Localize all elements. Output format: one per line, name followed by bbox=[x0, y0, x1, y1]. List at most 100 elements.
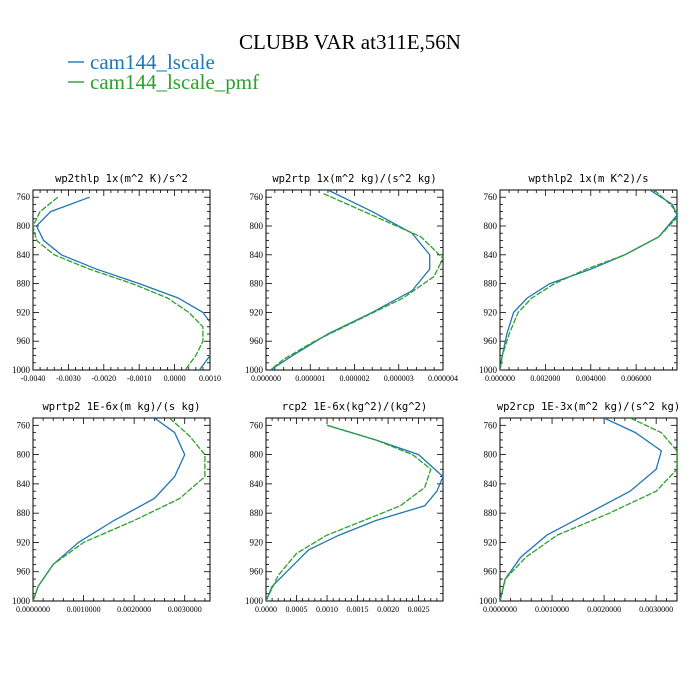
panel-6: wp2rcp 1E-3x(m^2 kg)/(s^2 kg) 760 800 840 88… bbox=[479, 401, 680, 614]
x-tick-label: 0.0000000 bbox=[16, 605, 50, 614]
y-tick-label: 920 bbox=[484, 307, 498, 317]
y-tick-label: 800 bbox=[484, 450, 498, 460]
x-tick-label: 0.000001 bbox=[295, 374, 325, 383]
panel-title: wp2rtp 1x(m^2 kg)/(s^2 kg) bbox=[272, 173, 436, 185]
series-line-lscale-pmf bbox=[500, 190, 677, 370]
series-line-lscale-pmf bbox=[500, 418, 677, 601]
panel-5: rcp2 1E-6x(kg^2)/(kg^2) 760 800 840 880 920 96… bbox=[245, 401, 444, 614]
y-tick-label: 920 bbox=[17, 537, 31, 547]
x-tick-label: 0.0010000 bbox=[535, 605, 569, 614]
x-tick-label: -0.0010 bbox=[127, 374, 152, 383]
panel-title: wpthlp2 1x(m K^2)/s bbox=[528, 173, 648, 185]
series-line-lscale bbox=[500, 418, 663, 601]
y-tick-label: 800 bbox=[17, 221, 31, 231]
panel-title: rcp2 1E-6x(kg^2)/(kg^2) bbox=[282, 401, 427, 413]
y-tick-label: 880 bbox=[17, 508, 31, 518]
y-tick-label: 760 bbox=[250, 420, 264, 430]
x-tick-label: 0.0010000 bbox=[67, 605, 101, 614]
legend-label-2: cam144_lscale_pmf bbox=[90, 70, 259, 94]
y-tick-label: 880 bbox=[17, 279, 31, 289]
plot-frame bbox=[499, 189, 678, 371]
x-tick-label: 0.0020000 bbox=[117, 605, 151, 614]
panels: wp2thlp 1x(m^2 K)/s^2 760 800 840 880 920 960 1… bbox=[12, 173, 680, 614]
panel-title: wprtp2 1E-6x(m kg)/(s kg) bbox=[42, 401, 200, 413]
x-tick-label: 0.002000 bbox=[530, 374, 560, 383]
x-tick-label: 0.0020000 bbox=[587, 605, 621, 614]
x-tick-label: 0.0025 bbox=[408, 605, 430, 614]
y-tick-label: 920 bbox=[484, 537, 498, 547]
y-tick-label: 1000 bbox=[245, 365, 264, 375]
x-tick-label: -0.0040 bbox=[21, 374, 46, 383]
x-tick-label: 0.0005 bbox=[286, 605, 308, 614]
y-tick-label: 920 bbox=[250, 307, 264, 317]
y-tick-label: 760 bbox=[250, 192, 264, 202]
y-tick-label: 880 bbox=[484, 508, 498, 518]
figure-title: CLUBB VAR at311E,56N bbox=[239, 30, 461, 54]
x-tick-label: 0.0030000 bbox=[168, 605, 202, 614]
x-tick-label: 0.000002 bbox=[340, 374, 370, 383]
y-tick-label: 960 bbox=[17, 567, 31, 577]
y-tick-label: 880 bbox=[484, 279, 498, 289]
y-tick-label: 920 bbox=[250, 537, 264, 547]
legend: cam144_lscale cam144_lscale_pmf bbox=[68, 50, 259, 94]
y-tick-label: 1000 bbox=[479, 596, 498, 606]
panel-title: wp2thlp 1x(m^2 K)/s^2 bbox=[55, 173, 188, 185]
x-tick-label: 0.0000 bbox=[255, 605, 277, 614]
x-tick-label: 0.0000 bbox=[164, 374, 186, 383]
series-line-lscale bbox=[33, 418, 186, 601]
x-tick-label: 0.000003 bbox=[384, 374, 414, 383]
y-tick-label: 840 bbox=[250, 479, 264, 489]
x-tick-label: 0.000000 bbox=[485, 374, 515, 383]
y-tick-label: 800 bbox=[17, 450, 31, 460]
y-tick-label: 840 bbox=[250, 250, 264, 260]
y-tick-label: 840 bbox=[484, 250, 498, 260]
y-tick-label: 960 bbox=[484, 567, 498, 577]
plot-frame bbox=[32, 189, 211, 371]
y-tick-label: 840 bbox=[17, 479, 31, 489]
plot-frame bbox=[265, 189, 444, 371]
y-tick-label: 1000 bbox=[479, 365, 498, 375]
series-line-lscale bbox=[35, 196, 210, 370]
series-line-lscale bbox=[500, 190, 677, 370]
series-line-lscale-pmf bbox=[33, 418, 206, 601]
panel-1: wp2thlp 1x(m^2 K)/s^2 760 800 840 880 920 960 1… bbox=[12, 173, 221, 383]
panel-title: wp2rcp 1E-3x(m^2 kg)/(s^2 kg) bbox=[497, 401, 680, 413]
panel-4: wprtp2 1E-6x(m kg)/(s kg) 760 800 840 880 920… bbox=[12, 401, 211, 614]
y-tick-label: 880 bbox=[250, 279, 264, 289]
x-tick-label: 0.000004 bbox=[428, 374, 458, 383]
x-tick-label: 0.0000000 bbox=[483, 605, 517, 614]
series-line-lscale-pmf bbox=[266, 424, 432, 601]
panel-3: wpthlp2 1x(m K^2)/s 760 800 840 880 920 960 100… bbox=[479, 173, 678, 383]
x-tick-label: 0.0015 bbox=[347, 605, 369, 614]
series-line-lscale bbox=[266, 424, 443, 601]
y-tick-label: 960 bbox=[484, 336, 498, 346]
legend-label-1: cam144_lscale bbox=[90, 50, 215, 74]
y-tick-label: 960 bbox=[250, 336, 264, 346]
y-tick-label: 1000 bbox=[245, 596, 264, 606]
x-tick-label: 0.0010 bbox=[316, 605, 338, 614]
x-tick-label: 0.004000 bbox=[576, 374, 606, 383]
y-tick-label: 840 bbox=[17, 250, 31, 260]
y-tick-label: 960 bbox=[250, 567, 264, 577]
x-tick-label: 0.0020 bbox=[377, 605, 399, 614]
plot-frame bbox=[265, 417, 444, 602]
y-tick-label: 960 bbox=[17, 336, 31, 346]
y-tick-label: 880 bbox=[250, 508, 264, 518]
y-tick-label: 800 bbox=[250, 221, 264, 231]
panel-2: wp2rtp 1x(m^2 kg)/(s^2 kg) 760 800 840 880 92… bbox=[245, 173, 458, 383]
y-tick-label: 760 bbox=[484, 420, 498, 430]
y-tick-label: 760 bbox=[17, 420, 31, 430]
y-tick-label: 1000 bbox=[12, 365, 31, 375]
y-tick-label: 840 bbox=[484, 479, 498, 489]
x-tick-label: -0.0030 bbox=[56, 374, 81, 383]
y-tick-label: 760 bbox=[17, 192, 31, 202]
y-tick-label: 800 bbox=[250, 450, 264, 460]
y-tick-label: 800 bbox=[484, 221, 498, 231]
y-tick-label: 920 bbox=[17, 307, 31, 317]
series-line-lscale bbox=[270, 190, 431, 370]
x-tick-label: 0.000000 bbox=[251, 374, 281, 383]
y-tick-label: 760 bbox=[484, 192, 498, 202]
x-tick-label: -0.0020 bbox=[91, 374, 116, 383]
plot-frame bbox=[32, 417, 211, 602]
